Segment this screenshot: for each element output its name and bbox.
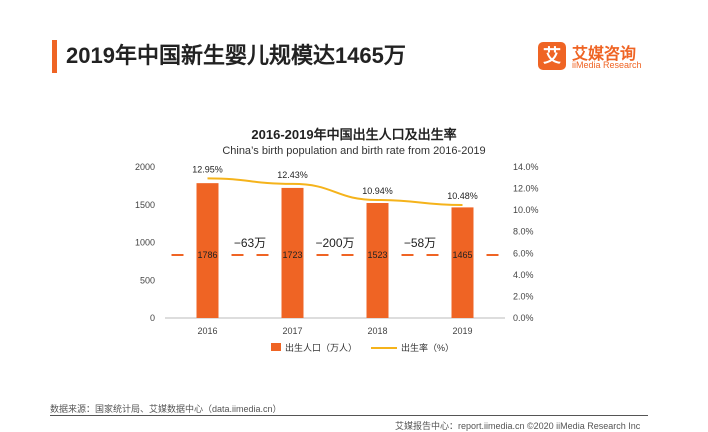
difference-annotation: −63万	[234, 236, 266, 250]
footer-report: 艾媒报告中心：report.iimedia.cn ©2020 iiMedia R…	[395, 421, 641, 431]
bar-value-label: 1465	[452, 250, 472, 260]
bar	[366, 203, 389, 318]
logo-cn-text: 艾媒咨询	[572, 46, 637, 63]
page-title: 2019年中国新生婴儿规模达1465万	[66, 43, 406, 68]
legend-bar-swatch	[271, 343, 281, 351]
legend-bar-label: 出生人口（万人）	[285, 342, 357, 353]
footer-divider	[50, 415, 648, 416]
legend-line-label: 出生率（%）	[401, 342, 454, 353]
y-right-tick-label: 14.0%	[513, 162, 539, 172]
logo-en-text: iiMedia Research	[572, 60, 642, 70]
bar-value-label: 1723	[282, 250, 302, 260]
bar	[281, 187, 304, 318]
y-right-tick-label: 8.0%	[513, 227, 534, 237]
chart-title: 2016-2019年中国出生人口及出生率	[251, 127, 457, 142]
y-right-tick-label: 4.0%	[513, 270, 534, 280]
x-tick-label: 2017	[282, 326, 302, 336]
bar-value-label: 1786	[197, 250, 217, 260]
bar-value-label: 1523	[367, 250, 387, 260]
difference-annotation: −200万	[315, 236, 354, 250]
rate-value-label: 12.43%	[277, 170, 308, 180]
y-left-tick-label: 2000	[135, 162, 155, 172]
rate-value-label: 12.95%	[192, 164, 223, 174]
y-right-tick-label: 12.0%	[513, 184, 539, 194]
y-left-tick-label: 500	[140, 275, 155, 285]
y-left-tick-label: 1500	[135, 200, 155, 210]
rate-value-label: 10.94%	[362, 186, 393, 196]
x-tick-label: 2019	[452, 326, 472, 336]
y-right-tick-label: 10.0%	[513, 205, 539, 215]
x-tick-label: 2018	[367, 326, 387, 336]
y-left-tick-label: 0	[150, 313, 155, 323]
footer-source: 数据来源：国家统计局、艾媒数据中心（data.iimedia.cn）	[50, 404, 282, 414]
logo-mark-icon: 艾	[538, 42, 566, 70]
rate-value-label: 10.48%	[447, 191, 478, 201]
brand-logo: 艾 艾媒咨询 iiMedia Research	[538, 40, 688, 76]
title-accent-bar	[52, 40, 57, 73]
rate-line	[207, 177, 463, 206]
x-tick-label: 2016	[197, 326, 217, 336]
bar	[451, 207, 474, 318]
y-right-tick-label: 6.0%	[513, 248, 534, 258]
y-right-tick-label: 0.0%	[513, 313, 534, 323]
difference-annotation: −58万	[404, 236, 436, 250]
bar	[196, 183, 219, 318]
chart-subtitle: China’s birth population and birth rate …	[222, 145, 486, 157]
y-right-tick-label: 2.0%	[513, 291, 534, 301]
y-left-tick-label: 1000	[135, 238, 155, 248]
